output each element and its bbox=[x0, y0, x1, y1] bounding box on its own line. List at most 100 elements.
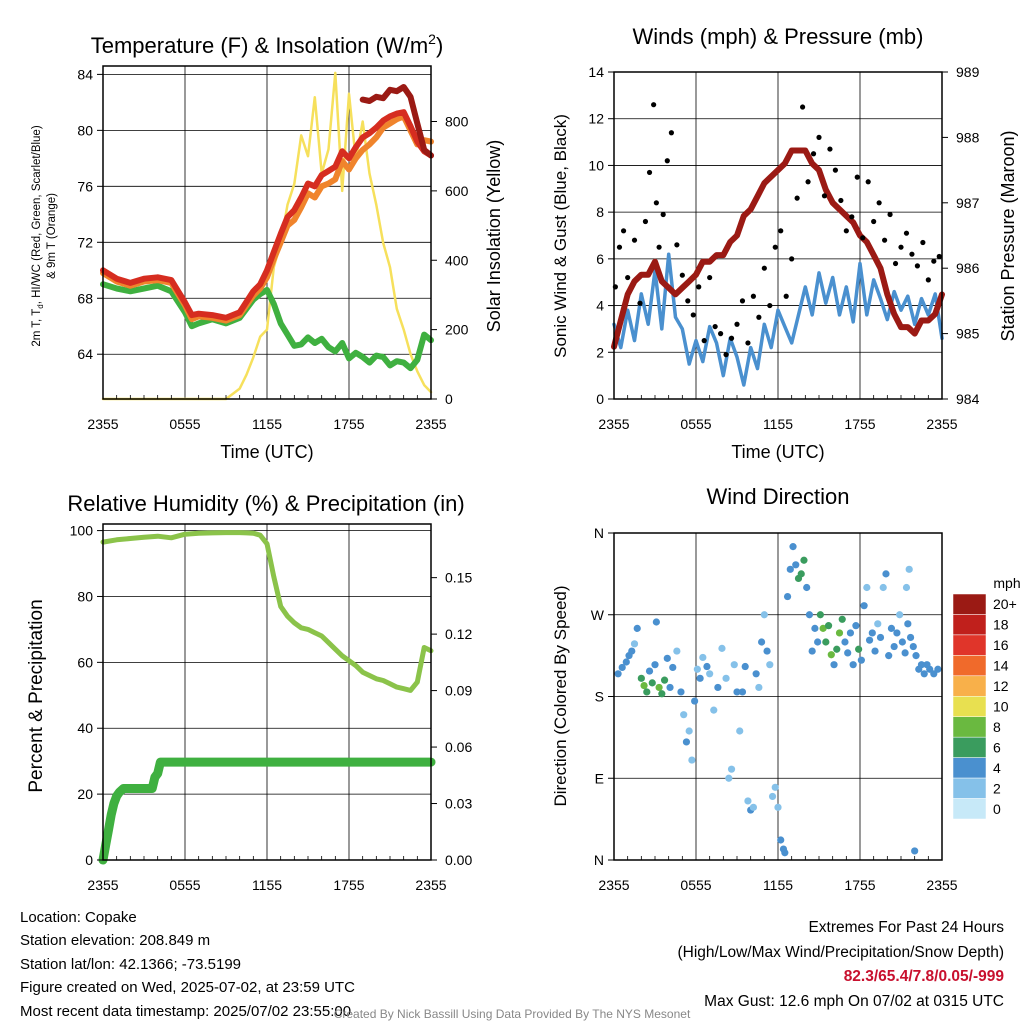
gust-point bbox=[849, 214, 855, 220]
gust-point bbox=[625, 274, 631, 281]
direction-point bbox=[677, 688, 685, 696]
gust-point bbox=[914, 263, 921, 269]
direction-point bbox=[803, 583, 811, 592]
direction-point bbox=[911, 847, 919, 855]
direction-point bbox=[688, 756, 696, 764]
gust-point bbox=[685, 298, 691, 304]
gust-point bbox=[668, 130, 675, 136]
direction-point bbox=[637, 674, 645, 682]
wind-plot-frame bbox=[613, 71, 943, 400]
direction-point bbox=[766, 661, 774, 669]
direction-point bbox=[879, 583, 887, 592]
gust-point bbox=[728, 335, 735, 341]
y-tick-label: 76 bbox=[77, 178, 93, 194]
extremes-values: 82.3/65.4/7.8/0.05/-999 bbox=[843, 968, 1004, 985]
humidity-y-label: Percent & Precipitation bbox=[26, 599, 47, 792]
y-tick-label: 60 bbox=[77, 654, 93, 670]
direction-point bbox=[849, 661, 857, 669]
direction-point bbox=[758, 638, 766, 646]
gust-point bbox=[816, 134, 822, 140]
x-tick-label: 1755 bbox=[333, 877, 364, 893]
direction-point bbox=[789, 543, 797, 551]
x-tick-label: 2355 bbox=[415, 416, 446, 432]
direction-point bbox=[865, 636, 874, 644]
gust-point bbox=[936, 253, 942, 260]
x-tick-label: 2355 bbox=[87, 877, 118, 893]
x-tick-label: 0555 bbox=[169, 877, 200, 893]
direction-point bbox=[868, 629, 876, 637]
y-tick-label: 84 bbox=[77, 66, 93, 82]
recent-data-text: Most recent data timestamp: 2025/07/02 2… bbox=[20, 1002, 352, 1020]
direction-point bbox=[760, 611, 768, 619]
x-tick-label: 1755 bbox=[844, 877, 875, 893]
y-tick-label: 8 bbox=[596, 204, 604, 220]
legend-swatch bbox=[952, 614, 987, 636]
direction-point bbox=[841, 638, 849, 646]
gust-point bbox=[832, 167, 839, 173]
wind-gridlines bbox=[613, 71, 943, 400]
direction-point bbox=[781, 849, 789, 857]
legend-label: 6 bbox=[993, 739, 1001, 755]
y-tick-label: N bbox=[594, 525, 604, 541]
gust-point bbox=[745, 340, 751, 346]
direction-point bbox=[822, 638, 830, 646]
direction-point bbox=[651, 661, 659, 669]
x-tick-label: 0555 bbox=[680, 416, 711, 432]
temperature-y-label-line2: & 9m T (Orange) bbox=[46, 193, 58, 279]
y-tick-label: 14 bbox=[588, 64, 604, 80]
y2-tick-label: 985 bbox=[956, 326, 980, 342]
gust-point bbox=[794, 195, 800, 201]
y2-tick-label: 984 bbox=[956, 391, 980, 407]
gust-point bbox=[892, 260, 899, 267]
insolation-y-label: Solar Insolation (Yellow) bbox=[484, 140, 504, 332]
direction-point bbox=[645, 667, 654, 675]
direction-point bbox=[718, 644, 726, 652]
td-series-line bbox=[100, 281, 434, 372]
credit-text: Created By Nick Bassill Using Data Provi… bbox=[333, 1007, 691, 1021]
elevation-text: Station elevation: 208.849 m bbox=[20, 932, 211, 950]
gust-point bbox=[679, 272, 685, 278]
legend-label: 8 bbox=[993, 719, 1001, 735]
y2-tick-label: 987 bbox=[956, 195, 980, 211]
gust-point bbox=[925, 277, 931, 283]
gust-point bbox=[821, 193, 828, 199]
legend-label: 0 bbox=[993, 801, 1001, 817]
direction-point bbox=[706, 670, 714, 678]
legend-swatch bbox=[952, 757, 987, 779]
direction-point bbox=[622, 658, 630, 666]
max-gust-text: Max Gust: 12.6 mph On 07/02 at 0315 UTC bbox=[704, 992, 1004, 1010]
direction-point bbox=[860, 602, 868, 610]
direction-point bbox=[901, 649, 909, 657]
direction-point bbox=[827, 651, 835, 659]
direction-point bbox=[876, 633, 885, 642]
speed-legend-title: mph bbox=[993, 575, 1020, 591]
gust-point bbox=[674, 242, 680, 248]
gust-point bbox=[707, 274, 713, 281]
direction-point bbox=[904, 620, 912, 628]
location-text: Location: Copake bbox=[20, 909, 137, 926]
direction-panel: Wind Direction 2355 0555 1155 1755 2355 N E S W N… bbox=[551, 484, 1021, 893]
direction-point bbox=[816, 611, 824, 619]
gust-point bbox=[772, 244, 778, 250]
direction-point bbox=[896, 611, 904, 619]
legend-swatch bbox=[952, 696, 987, 717]
gust-point bbox=[701, 338, 707, 344]
gust-point bbox=[876, 200, 882, 206]
direction-point bbox=[871, 647, 879, 655]
direction-point bbox=[725, 774, 733, 782]
direction-point bbox=[777, 836, 785, 844]
direction-point bbox=[819, 624, 827, 632]
direction-point bbox=[655, 683, 663, 692]
direction-point bbox=[890, 642, 898, 651]
direction-point bbox=[741, 662, 749, 671]
wind-series bbox=[611, 102, 945, 387]
wind-y-label: Sonic Wind & Gust (Blue, Black) bbox=[551, 114, 570, 358]
direction-point bbox=[811, 624, 819, 632]
gust-point bbox=[660, 211, 666, 218]
y-tick-label: 4 bbox=[596, 298, 604, 314]
gust-point bbox=[651, 102, 657, 108]
x-tick-label: 1755 bbox=[333, 416, 364, 432]
gust-point bbox=[778, 228, 784, 234]
pressure-y-label: Station Pressure (Maroon) bbox=[998, 130, 1018, 341]
y-tick-label: 68 bbox=[77, 290, 93, 306]
